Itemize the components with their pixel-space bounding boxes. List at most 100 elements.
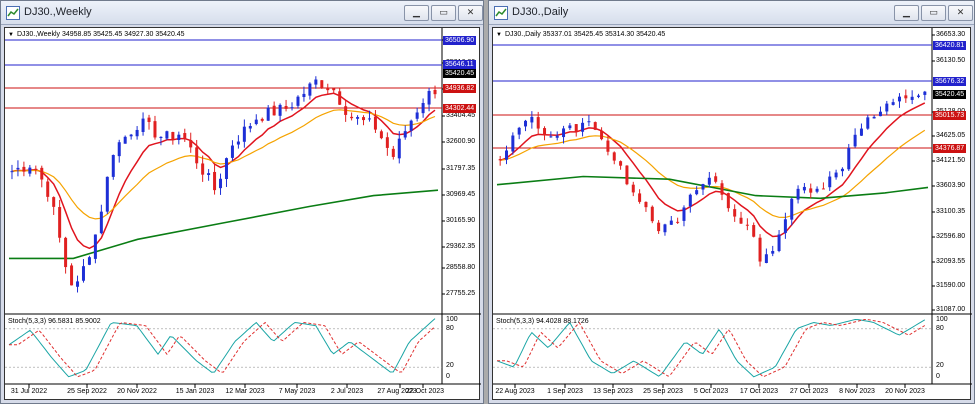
- candle-bear: [58, 207, 62, 238]
- candle-bull: [367, 118, 371, 120]
- minimize-button[interactable]: ▁: [404, 5, 429, 21]
- candle-bear: [433, 89, 437, 95]
- date-axis-tick: 17 Oct 2023: [739, 388, 779, 395]
- candle-bull: [10, 171, 14, 173]
- candle-bull: [87, 257, 91, 265]
- date-axis-tick: 31 Jul 2022: [10, 388, 48, 395]
- weekly-chart-area[interactable]: ▼ DJ30.,Weekly 34958.85 35425.45 34927.30…: [4, 27, 481, 401]
- candle-bull: [129, 134, 133, 137]
- candle-bear: [379, 131, 383, 139]
- candle-bull: [783, 219, 787, 234]
- candle-bull: [764, 254, 768, 263]
- candle-bull: [105, 176, 109, 212]
- candle-bear: [195, 147, 199, 164]
- candle-bull: [834, 172, 838, 178]
- date-axis-tick: 13 Sep 2023: [593, 388, 633, 395]
- date-axis-tick: 12 Mar 2023: [225, 388, 265, 395]
- candle-bear: [574, 124, 578, 132]
- candle-bull: [165, 131, 169, 139]
- candle-bull: [28, 167, 32, 174]
- price-axis-tick: 30969.45: [446, 191, 476, 198]
- price-axis-tick: 32600.90: [446, 138, 476, 145]
- stoch-axis-tick: 0: [936, 373, 940, 380]
- candle-bear: [498, 159, 502, 161]
- candle-bull: [207, 173, 211, 176]
- price-label-blue-mid: 35676.32: [933, 76, 967, 86]
- candle-bull: [397, 138, 401, 159]
- weekly-chart-window[interactable]: DJ30.,Weekly ▁ ▭ ✕ ▼ DJ30.,Weekly 34958.8…: [0, 0, 484, 404]
- stoch-axis-tick: 100: [446, 316, 458, 323]
- price-label-red-top: 34936.82: [443, 83, 477, 93]
- candle-bear: [320, 80, 324, 89]
- minimize-button[interactable]: ▁: [894, 5, 919, 21]
- candle-bull: [141, 118, 145, 132]
- date-axis-tick: 15 Jan 2023: [175, 388, 215, 395]
- price-label-blue-top: 36506.90: [443, 35, 477, 45]
- candle-bull: [409, 120, 413, 131]
- candle-bull: [16, 167, 20, 170]
- close-button[interactable]: ✕: [948, 5, 973, 21]
- date-axis-tick: 7 May 2023: [278, 388, 316, 395]
- price-axis-tick: 32093.55: [936, 258, 966, 265]
- candle-bear: [385, 137, 389, 148]
- candle-bull: [663, 224, 667, 233]
- candle-bear: [612, 152, 616, 161]
- candle-bull: [587, 121, 591, 123]
- maximize-button[interactable]: ▭: [431, 5, 456, 21]
- candle-bear: [201, 163, 205, 175]
- candle-bear: [752, 225, 756, 237]
- daily-price-chart[interactable]: [493, 28, 972, 401]
- price-axis-tick: 34121.50: [936, 157, 966, 164]
- candle-bear: [260, 118, 264, 121]
- candle-bear: [153, 121, 157, 138]
- price-label-red-bottom: 34302.44: [443, 103, 477, 113]
- daily-titlebar[interactable]: DJ30.,Daily ▁ ▭ ✕: [489, 1, 974, 25]
- price-label-blue-mid: 35646.11: [443, 59, 476, 69]
- candle-bear: [213, 171, 217, 191]
- stoch-main-line: [496, 318, 926, 378]
- price-axis-tick: 33404.45: [446, 112, 476, 119]
- candle-bull: [581, 122, 585, 132]
- price-axis-tick: 27755.25: [446, 290, 476, 297]
- weekly-window-title: DJ30.,Weekly: [24, 6, 92, 18]
- weekly-titlebar[interactable]: DJ30.,Weekly ▁ ▭ ✕: [1, 1, 483, 25]
- daily-stoch-label: Stoch(5,3,3) 94.4028 88.1726: [496, 318, 589, 325]
- ma-slow-line: [9, 189, 439, 260]
- maximize-button[interactable]: ▭: [921, 5, 946, 21]
- candle-bull: [878, 111, 882, 117]
- price-axis-tick: 32596.80: [936, 233, 966, 240]
- candle-bull: [568, 125, 572, 129]
- candle-bull: [885, 103, 889, 112]
- candle-bear: [70, 265, 74, 286]
- daily-symbol-header: ▼ DJ30.,Daily 35337.01 35425.45 35314.30 …: [496, 31, 666, 38]
- close-button[interactable]: ✕: [458, 5, 483, 21]
- candle-bull: [910, 96, 914, 100]
- price-label-red-bottom: 34376.87: [933, 143, 967, 153]
- stoch-signal-line: [9, 321, 436, 378]
- candle-bear: [739, 217, 743, 224]
- candle-bull: [524, 120, 528, 127]
- candle-bear: [34, 168, 38, 170]
- candle-bear: [189, 140, 193, 148]
- candle-bear: [676, 221, 680, 223]
- candle-bull: [76, 281, 80, 287]
- candle-bull: [314, 79, 318, 85]
- candle-bull: [427, 90, 431, 105]
- candle-bear: [344, 106, 348, 115]
- candle-bull: [505, 150, 509, 160]
- price-label-blue-top: 36420.81: [933, 40, 967, 50]
- candle-bear: [22, 166, 26, 172]
- candle-bull: [669, 220, 673, 225]
- weekly-price-chart[interactable]: [5, 28, 481, 401]
- candle-bull: [866, 117, 870, 129]
- candle-bear: [536, 117, 540, 129]
- candle-bear: [619, 161, 623, 166]
- candle-bull: [135, 129, 139, 137]
- price-axis-tick: 31797.35: [446, 165, 476, 172]
- price-axis-tick: 30165.90: [446, 217, 476, 224]
- candle-bear: [720, 183, 724, 195]
- price-label-current: 35420.45: [443, 68, 477, 78]
- candle-bear: [809, 188, 813, 193]
- daily-chart-window[interactable]: DJ30.,Daily ▁ ▭ ✕ ▼ DJ30.,Daily 35337.01 …: [488, 0, 975, 404]
- daily-chart-area[interactable]: ▼ DJ30.,Daily 35337.01 35425.45 35314.30 …: [492, 27, 972, 401]
